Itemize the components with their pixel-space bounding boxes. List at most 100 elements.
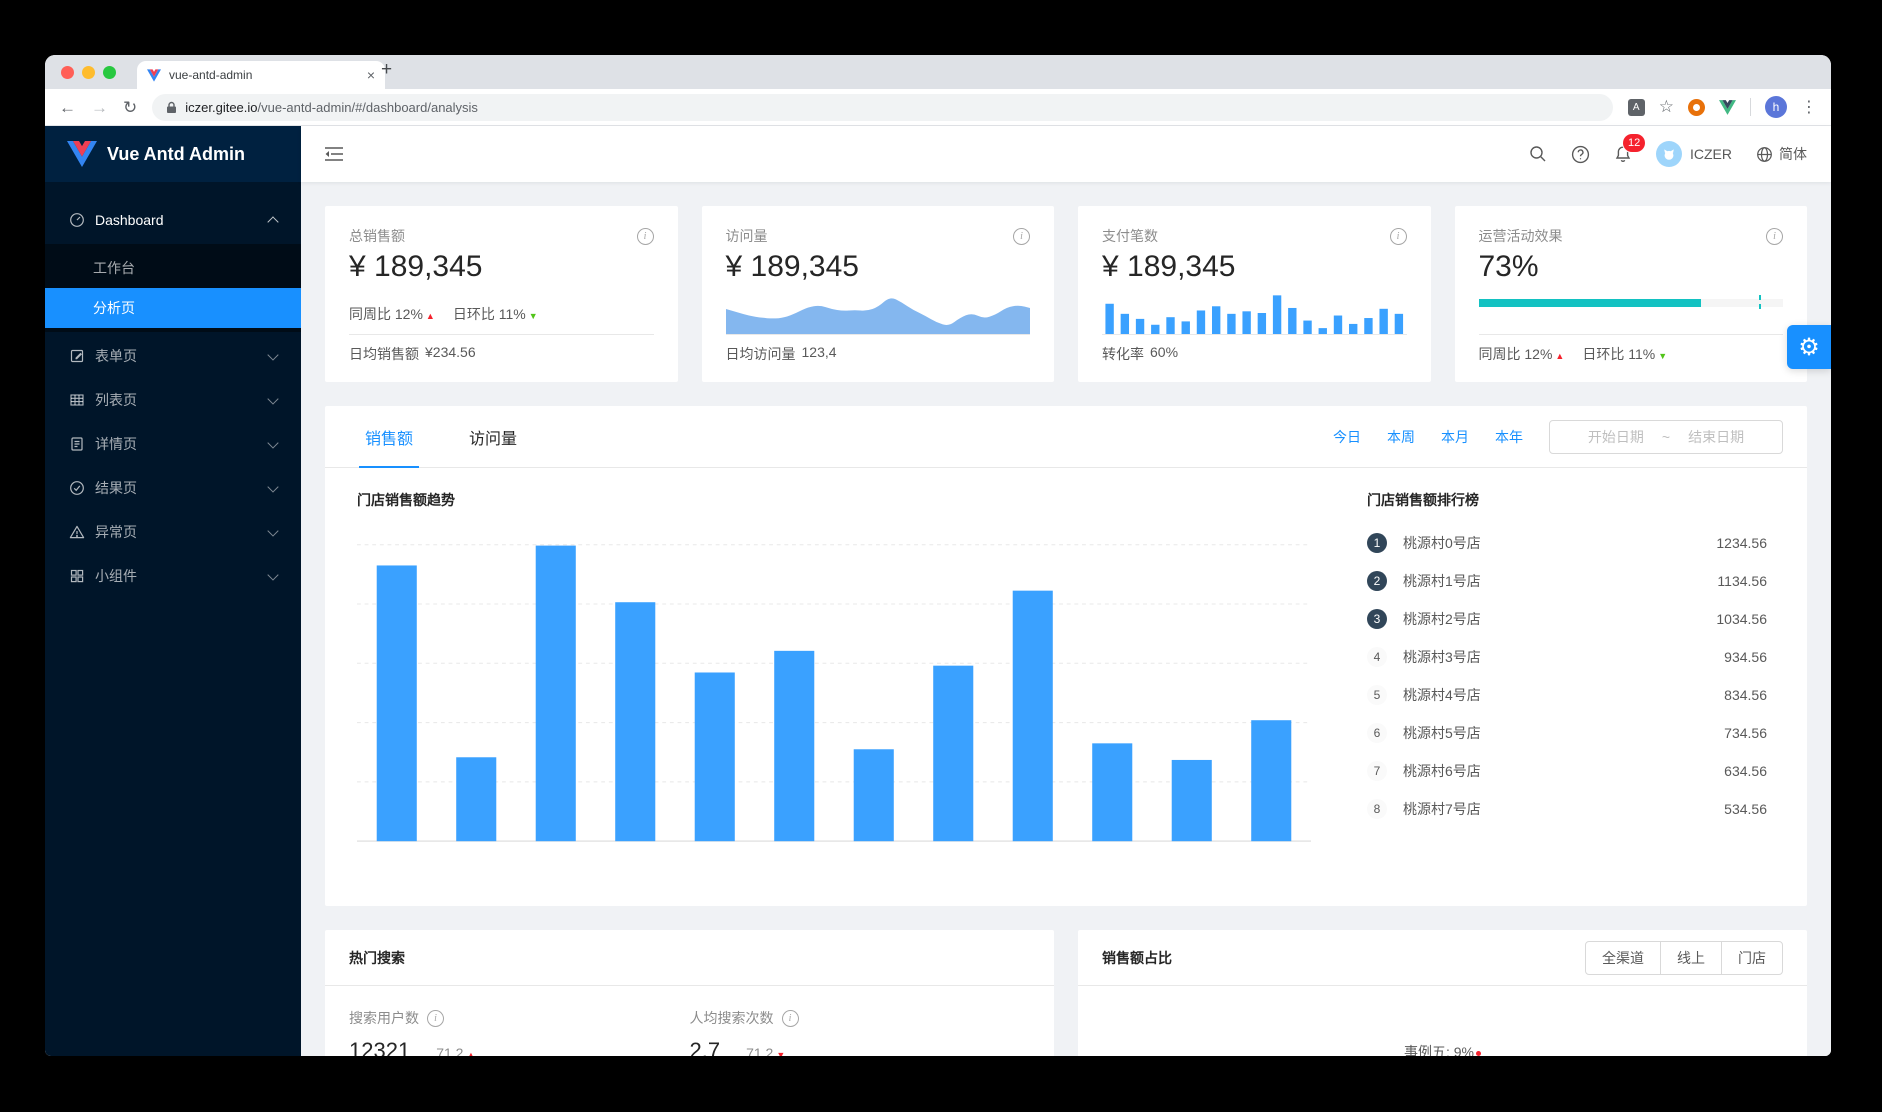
settings-gear-button[interactable]: ⚙ — [1787, 325, 1831, 369]
browser-profile-avatar[interactable]: h — [1765, 96, 1787, 118]
maximize-window-button[interactable] — [103, 65, 116, 79]
info-icon[interactable]: i — [636, 227, 654, 245]
sidebar-item-workplace[interactable]: 工作台 — [93, 260, 135, 276]
caret-up-icon: ▲ — [466, 1050, 476, 1056]
sidebar-item-dashboard[interactable]: Dashboard — [45, 200, 301, 240]
activity-progress-bar — [1478, 295, 1783, 311]
segment-all-channels[interactable]: 全渠道 — [1585, 940, 1661, 975]
chevron-down-icon — [267, 348, 279, 361]
sales-share-title: 销售额占比 — [1102, 949, 1172, 966]
date-start-placeholder: 开始日期 — [1587, 428, 1644, 445]
browser-toolbar: ← → ↻ iczer.gitee.io/vue-antd-admin/#/da… — [45, 89, 1831, 126]
back-button[interactable]: ← — [59, 97, 76, 117]
toolbar-separator — [1750, 98, 1751, 116]
tab-close-icon[interactable]: × — [366, 67, 375, 83]
user-menu[interactable]: ICZER — [1656, 141, 1732, 167]
language-switch[interactable]: 简体 — [1756, 144, 1807, 164]
vue-logo-icon — [67, 141, 97, 167]
sales-ranking: 门店销售额排行榜 1 桃源村0号店 1234.56 2 桃源村1号店 — [1367, 490, 1767, 856]
extension-icon[interactable] — [1688, 98, 1705, 116]
profile-icon — [69, 436, 85, 452]
url-domain: iczer.gitee.io — [185, 99, 258, 115]
quick-link-month[interactable]: 本月 — [1441, 428, 1469, 445]
app-logo[interactable]: Vue Antd Admin — [45, 126, 301, 182]
stat-cards-row: 总销售额 i ¥ 189,345 同周比 12% ▲ 日环比 11% ▼ — [325, 206, 1807, 382]
info-icon[interactable]: i — [1013, 227, 1030, 245]
sidebar-item-analysis[interactable]: 分析页 — [45, 288, 301, 328]
visits-area-chart — [725, 298, 1030, 334]
url-path: /vue-antd-admin/#/dashboard/analysis — [257, 99, 478, 115]
info-icon[interactable]: i — [1389, 227, 1407, 245]
browser-menu-icon[interactable]: ⋮ — [1801, 99, 1817, 116]
new-tab-button[interactable]: + — [381, 59, 393, 80]
username: ICZER — [1690, 146, 1732, 162]
sidebar-item-widgets[interactable]: 小组件 — [45, 556, 301, 596]
block-icon — [69, 568, 85, 584]
page-content: 总销售额 i ¥ 189,345 同周比 12% ▲ 日环比 11% ▼ — [301, 182, 1831, 1056]
segment-online[interactable]: 线上 — [1660, 940, 1722, 975]
quick-link-today[interactable]: 今日 — [1333, 428, 1361, 445]
minimize-window-button[interactable] — [82, 65, 95, 79]
search-icon[interactable] — [1529, 145, 1547, 163]
quick-link-week[interactable]: 本周 — [1387, 428, 1415, 445]
sidebar-item-form[interactable]: 表单页 — [45, 336, 301, 376]
bookmark-star-icon[interactable]: ☆ — [1658, 97, 1674, 116]
info-icon[interactable]: i — [781, 1009, 799, 1027]
reload-button[interactable]: ↻ — [123, 97, 138, 117]
channel-segmented-control: 全渠道 线上 门店 — [1585, 940, 1783, 975]
date-end-placeholder: 结束日期 — [1688, 428, 1745, 445]
tab-visits[interactable]: 访问量 — [469, 430, 518, 448]
ranking-row: 3 桃源村2号店 1034.56 — [1367, 600, 1767, 638]
translate-icon[interactable]: A — [1627, 98, 1645, 116]
segment-store[interactable]: 门店 — [1721, 940, 1783, 975]
caret-down-icon: ▼ — [1658, 351, 1668, 361]
tab-sales[interactable]: 销售额 — [359, 406, 420, 468]
ranking-row: 6 桃源村5号店 734.56 — [1367, 714, 1767, 752]
caret-down-icon: ▼ — [528, 311, 538, 321]
vue-devtools-icon[interactable] — [1719, 99, 1736, 115]
card-value: ¥ 189,345 — [349, 250, 483, 283]
chevron-down-icon — [267, 568, 279, 581]
browser-tab[interactable]: vue-antd-admin × — [137, 61, 385, 89]
ranking-row: 1 桃源村0号店 1234.56 — [1367, 524, 1767, 562]
date-range-picker[interactable]: 开始日期 ~ 结束日期 — [1549, 419, 1783, 454]
sidebar-item-result[interactable]: 结果页 — [45, 468, 301, 508]
forward-button[interactable]: → — [91, 97, 108, 117]
card-title: 运营活动效果 — [1478, 228, 1563, 244]
app-header: 12 ICZER — [301, 126, 1831, 182]
menu-fold-icon[interactable] — [325, 147, 343, 161]
card-title: 总销售额 — [349, 228, 405, 244]
sidebar: Vue Antd Admin Dashboard 工作台 — [45, 126, 301, 1056]
search-per-user-metric: 人均搜索次数 i 2.7 71.2 ▼ — [690, 1008, 1031, 1056]
panel-body: 门店销售额趋势 门店销售额排行榜 1 桃源村0号店 1234.56 — [325, 468, 1807, 856]
info-icon[interactable]: i — [427, 1009, 444, 1027]
notification-badge: 12 — [1623, 133, 1646, 152]
ranking-row: 2 桃源村1号店 1134.56 — [1367, 562, 1767, 600]
ranking-row: 7 桃源村6号店 634.56 — [1367, 752, 1767, 790]
card-value: ¥ 189,345 — [725, 250, 859, 283]
help-icon[interactable] — [1571, 145, 1590, 164]
card-value: ¥ 189,345 — [1102, 250, 1236, 283]
quick-link-year[interactable]: 本年 — [1495, 428, 1523, 445]
store-sales-bar-chart — [357, 544, 1311, 842]
check-circle-icon — [69, 480, 85, 496]
dashboard-submenu: 工作台 分析页 — [45, 244, 301, 332]
address-bar[interactable]: iczer.gitee.io/vue-antd-admin/#/dashboar… — [152, 93, 1613, 121]
info-icon[interactable]: i — [1766, 227, 1783, 245]
card-footer: 日均访问量 123,4 — [725, 344, 837, 362]
bottom-cards-row: 热门搜索 搜索用户数 i 12321 71.2 ▲ — [325, 930, 1807, 1056]
sidebar-item-detail[interactable]: 详情页 — [45, 424, 301, 464]
close-window-button[interactable] — [61, 65, 74, 79]
notifications[interactable]: 12 — [1614, 133, 1646, 164]
search-users-delta: 71.2 ▲ — [436, 1045, 475, 1056]
sidebar-item-list[interactable]: 列表页 — [45, 380, 301, 420]
chart-title: 门店销售额趋势 — [357, 492, 455, 508]
chevron-down-icon — [267, 480, 279, 493]
sidebar-item-exception[interactable]: 异常页 — [45, 512, 301, 552]
stat-card-total-sales: 总销售额 i ¥ 189,345 同周比 12% ▲ 日环比 11% ▼ — [325, 206, 678, 382]
warning-icon — [69, 524, 85, 540]
search-users-value: 12321 — [349, 1038, 411, 1056]
ranking-row: 8 桃源村7号店 534.56 — [1367, 790, 1767, 828]
lock-icon — [167, 101, 177, 113]
card-title: 支付笔数 — [1102, 228, 1158, 244]
